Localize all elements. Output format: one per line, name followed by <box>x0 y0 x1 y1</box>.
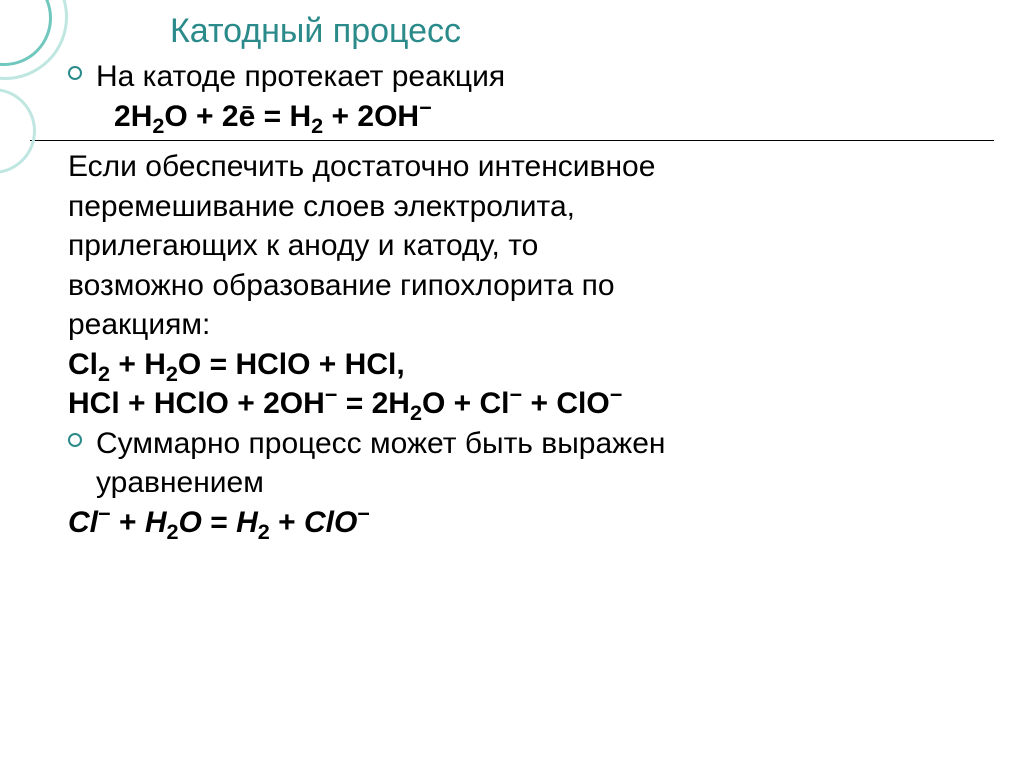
bullet-ring-icon <box>68 433 82 447</box>
slide-title: Катодный процесс <box>170 12 994 51</box>
paragraph-1-line-2: перемешивание слоев электролита, <box>68 187 984 227</box>
bullet-2: Суммарно процесс может быть выражен <box>68 424 984 464</box>
bullet-1-text: На катоде протекает реакция <box>96 60 505 93</box>
bullet-2-line-1: Суммарно процесс может быть выражен <box>96 427 665 460</box>
bullet-ring-icon <box>68 66 82 80</box>
paragraph-1-line-3: прилегающих к аноду и катоду, то <box>68 226 984 266</box>
slide: Катодный процесс На катоде протекает реа… <box>0 0 1024 768</box>
equation-2: Cl2 + H2O = HClO + HCl, <box>68 345 984 385</box>
equation-1: 2H2O + 2ē = H2 + 2OH− <box>68 97 984 137</box>
bullet-2-line-2: уравнением <box>68 463 984 503</box>
paragraph-1-line-4: возможно образование гипохлорита по <box>68 266 984 306</box>
side-decoration <box>0 0 60 768</box>
equation-3: HCl + HClO + 2OH− = 2H2O + Cl− + ClO− <box>68 384 984 424</box>
slide-body: На катоде протекает реакция 2H2O + 2ē = … <box>68 57 984 542</box>
equation-4: Cl− + H2O = H2 + ClO− <box>68 503 984 543</box>
paragraph-1-line-1: Если обеспечить достаточно интенсивное <box>68 147 984 187</box>
divider <box>30 140 994 141</box>
bullet-1: На катоде протекает реакция <box>68 57 984 97</box>
paragraph-1-line-5: реакциям: <box>68 305 984 345</box>
